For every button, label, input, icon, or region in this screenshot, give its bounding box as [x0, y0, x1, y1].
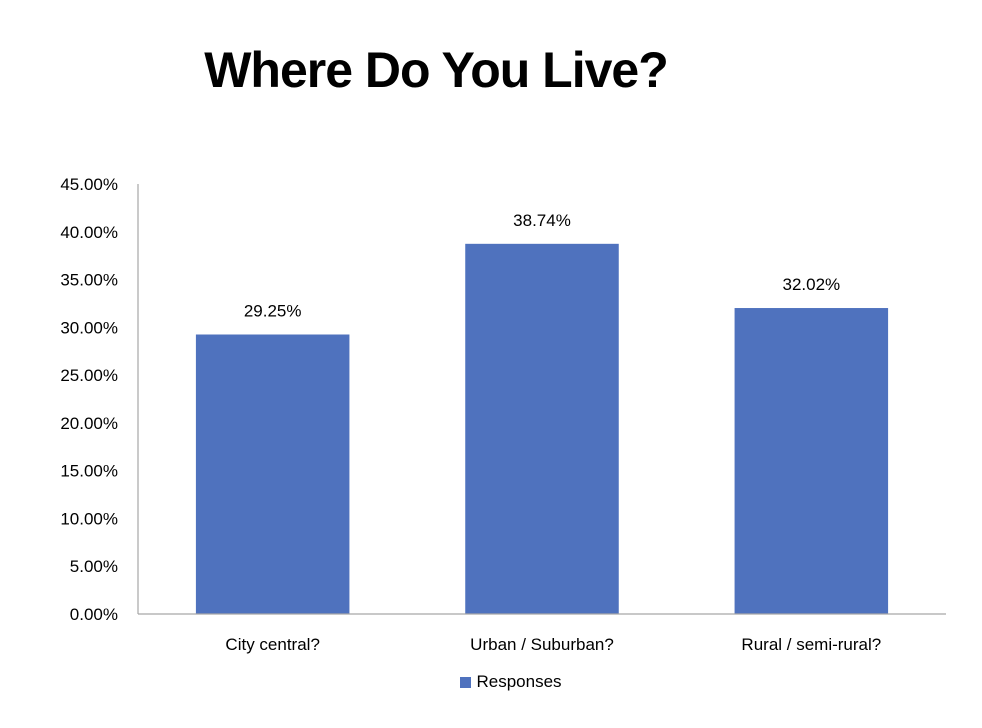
y-tick-label: 25.00%: [60, 366, 118, 385]
data-label: 32.02%: [782, 275, 840, 294]
y-tick-label: 0.00%: [70, 605, 118, 624]
chart-title: Where Do You Live?: [204, 42, 669, 98]
legend-label: Responses: [476, 672, 562, 691]
data-label: 29.25%: [244, 302, 302, 321]
data-labels: 29.25% 38.74% 32.02%: [244, 211, 840, 321]
bars: [195, 243, 889, 614]
bar-chart: 0.00% 5.00% 10.00% 15.00% 20.00% 25.00% 30.00%…: [60, 175, 946, 654]
y-tick-label: 15.00%: [60, 462, 118, 481]
bar: [195, 334, 350, 614]
x-axis-tick-labels: City central? Urban / Suburban? Rural / se…: [225, 635, 881, 654]
y-tick-label: 20.00%: [60, 414, 118, 433]
y-tick-label: 10.00%: [60, 509, 118, 528]
data-label: 38.74%: [513, 211, 571, 230]
x-tick-label: Urban / Suburban?: [470, 635, 614, 654]
y-tick-label: 40.00%: [60, 223, 118, 242]
legend-swatch: [460, 676, 472, 688]
y-tick-label: 5.00%: [70, 557, 118, 576]
y-tick-label: 30.00%: [60, 318, 118, 337]
y-tick-label: 35.00%: [60, 271, 118, 290]
axes: [137, 184, 946, 615]
y-tick-label: 45.00%: [60, 175, 118, 194]
legend-item-responses: Responses: [460, 672, 562, 692]
y-axis-tick-labels: 0.00% 5.00% 10.00% 15.00% 20.00% 25.00% 30.00%…: [60, 175, 118, 624]
x-tick-label: City central?: [225, 635, 319, 654]
bar: [465, 243, 619, 614]
x-tick-label: Rural / semi-rural?: [741, 635, 881, 654]
legend: Responses: [0, 672, 982, 692]
bar: [734, 308, 889, 614]
